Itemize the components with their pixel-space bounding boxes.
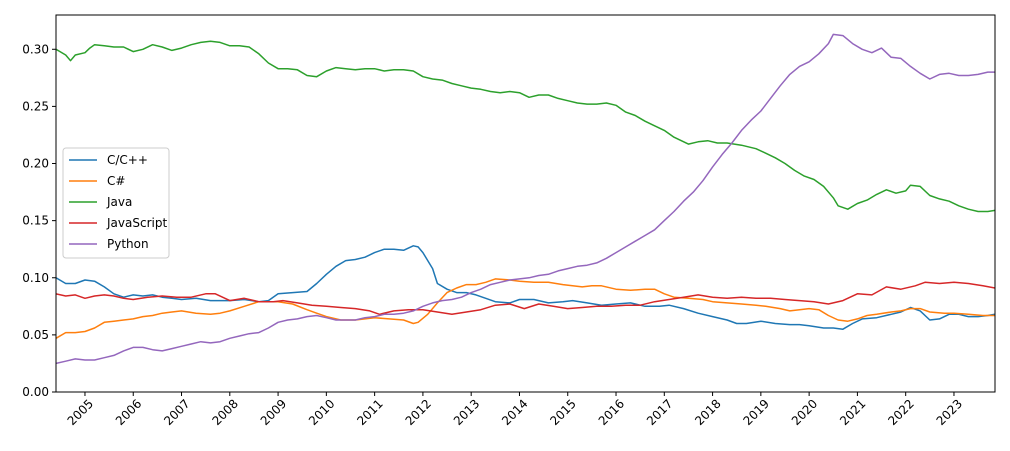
legend-label-c-c: C/C++ [107,153,148,167]
legend-label-javascript: JavaScript [106,216,167,230]
y-tick-label: 0.00 [22,385,49,399]
y-tick-label: 0.20 [22,157,49,171]
y-tick-label: 0.25 [22,99,49,113]
plot-series [56,33,995,365]
y-tick-label: 0.05 [22,328,49,342]
series-line-python [56,33,995,365]
series-line-java [56,40,995,213]
legend-label-python: Python [107,237,149,251]
y-tick-label: 0.10 [22,271,49,285]
legend-box [62,147,170,259]
legend-label-c: C# [107,174,125,188]
plot-frame [55,14,996,393]
y-tick-label: 0.30 [22,42,49,56]
legend: C/C++ C# Java JavaScript Python [62,147,170,259]
y-tick-label: 0.15 [22,214,49,228]
legend-label-java: Java [106,195,132,209]
series-line-javascript [56,281,995,316]
y-axis: 0.00 0.05 0.10 0.15 0.20 0.25 0.30 [22,42,56,399]
series-line-c-c [56,245,995,330]
